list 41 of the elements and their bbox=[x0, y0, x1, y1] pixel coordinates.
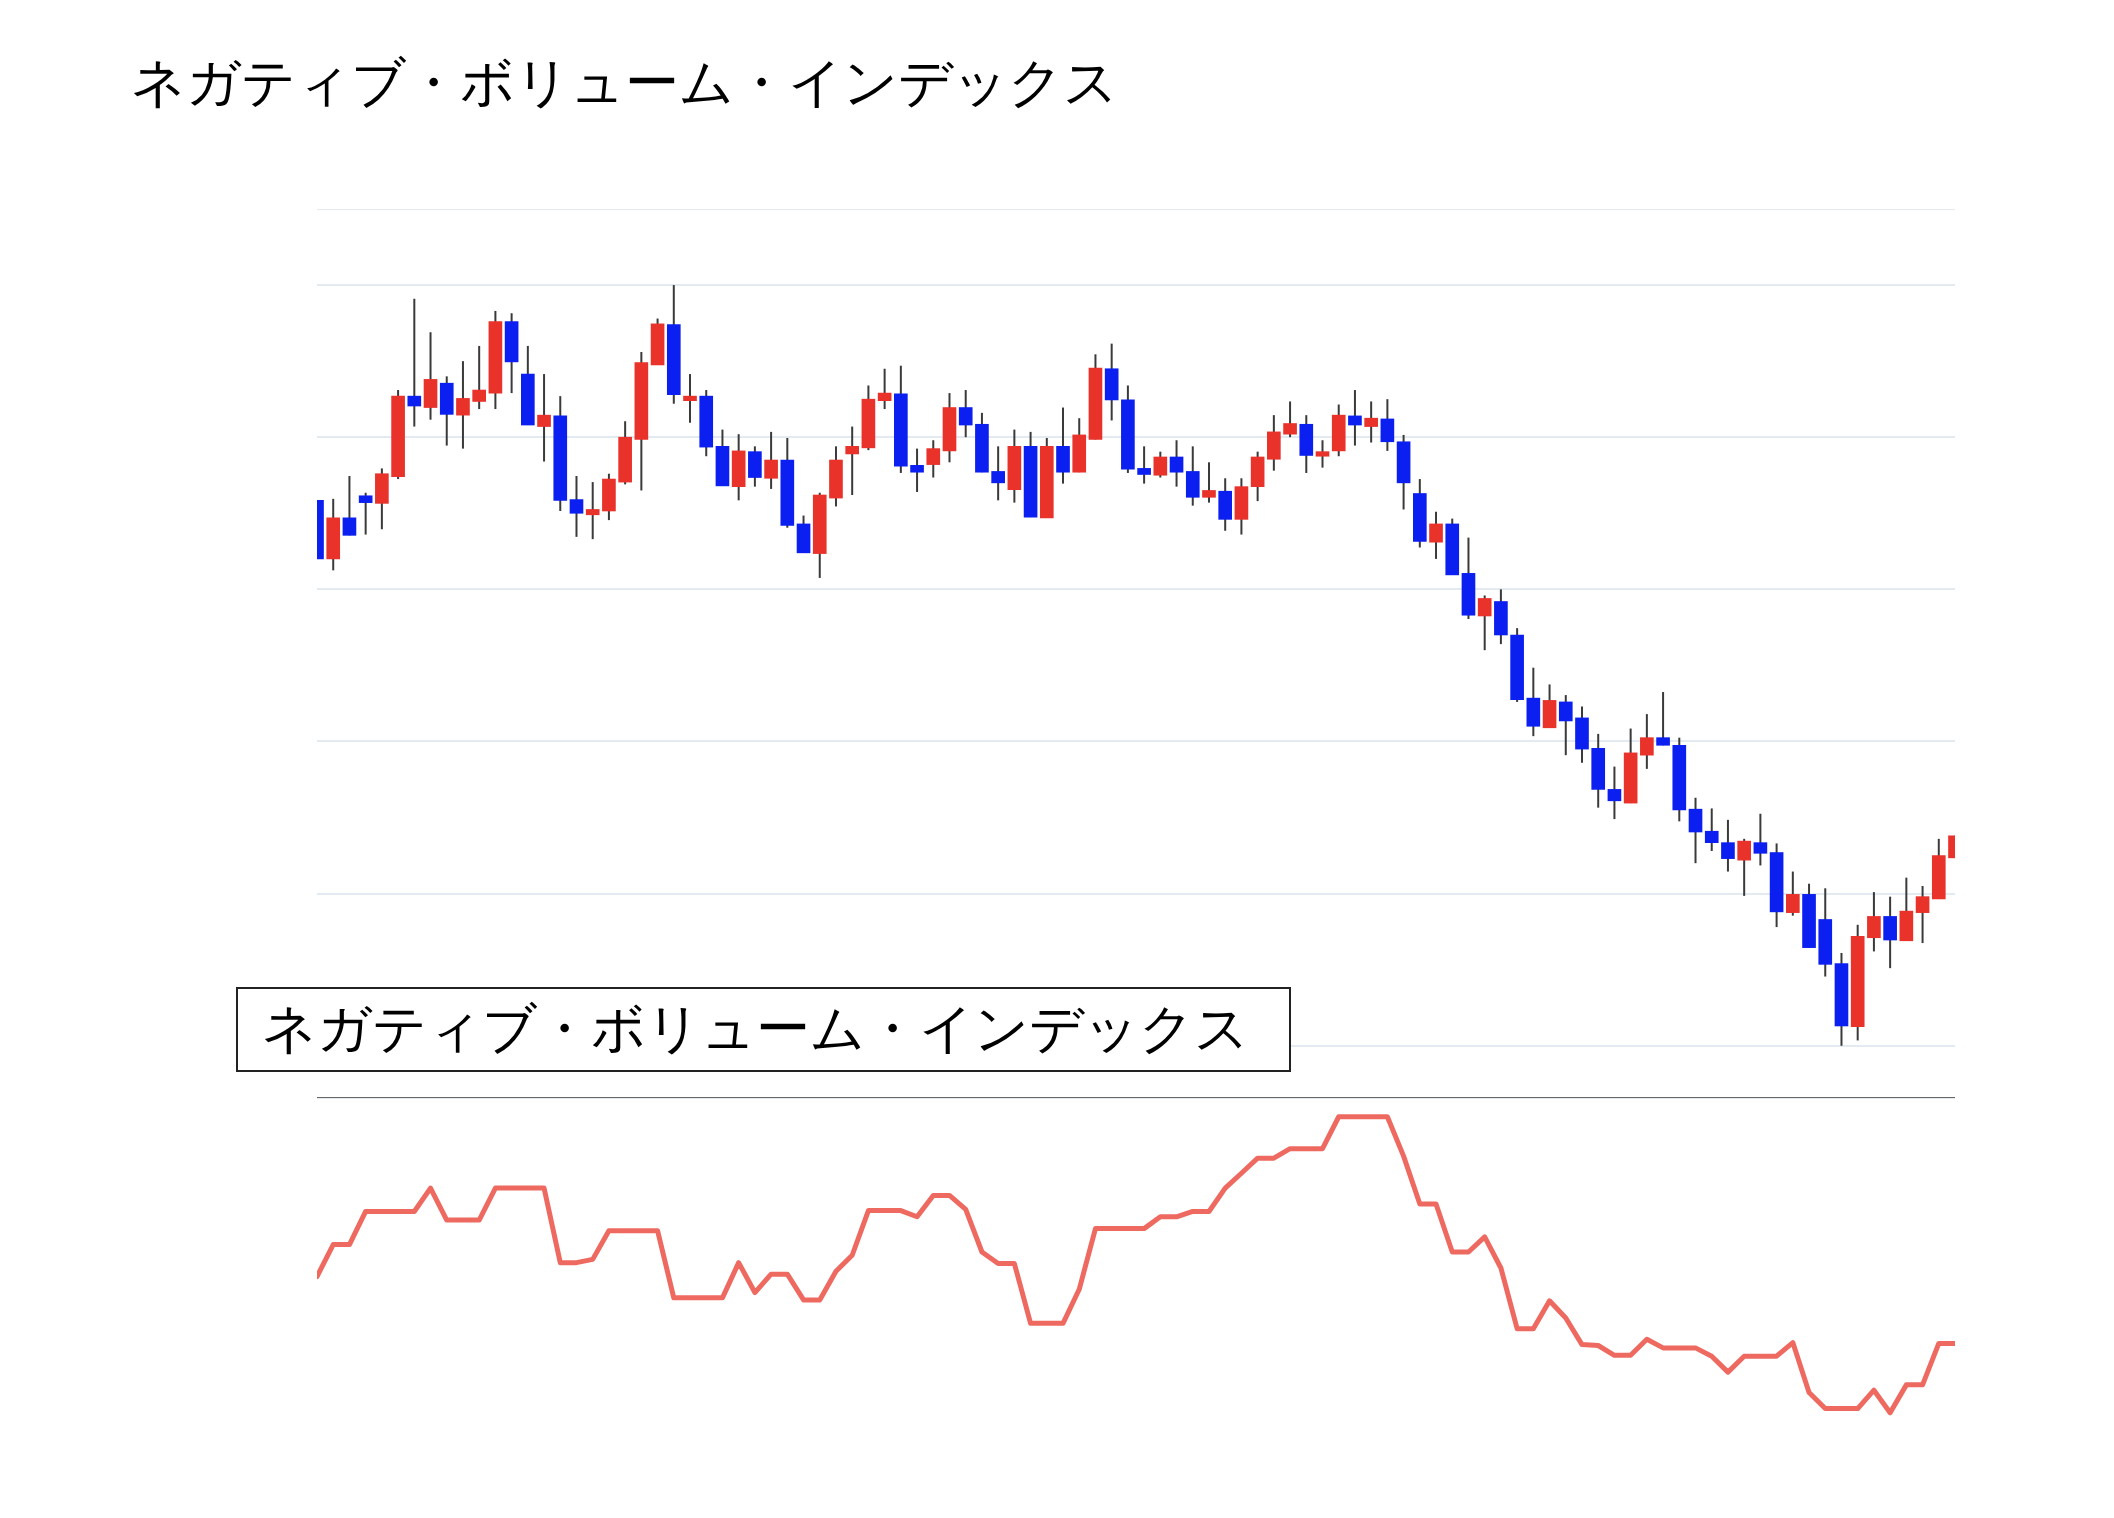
candlestick bbox=[1137, 445, 1151, 485]
chart-title: ネガティブ・ボリューム・インデックス bbox=[236, 987, 1291, 1072]
candlestick bbox=[1429, 510, 1443, 560]
candlestick bbox=[1915, 885, 1930, 945]
candlestick bbox=[585, 481, 600, 541]
candlestick bbox=[1656, 691, 1670, 747]
candlestick bbox=[1867, 891, 1881, 953]
candlestick bbox=[910, 447, 924, 493]
candlestick bbox=[1315, 439, 1330, 469]
candlestick bbox=[1153, 450, 1168, 479]
candlestick bbox=[456, 360, 470, 450]
candlestick bbox=[683, 373, 697, 424]
candlestick bbox=[926, 439, 941, 479]
candlestick bbox=[1283, 400, 1297, 439]
candlestick bbox=[1753, 812, 1768, 867]
candlestick bbox=[569, 475, 584, 538]
candlestick bbox=[1785, 870, 1800, 917]
candlestick bbox=[764, 430, 778, 490]
candlestick bbox=[1364, 400, 1378, 444]
candlestick bbox=[1202, 461, 1216, 504]
candlestick bbox=[958, 389, 973, 439]
candlestick bbox=[1688, 796, 1703, 865]
candlestick bbox=[358, 491, 373, 536]
candlestick bbox=[342, 475, 357, 537]
candlestick bbox=[537, 373, 551, 463]
candlestick bbox=[1380, 398, 1395, 452]
candlestick bbox=[407, 297, 422, 428]
candlestick bbox=[1607, 765, 1622, 821]
candlestick bbox=[1704, 807, 1719, 853]
candlestick bbox=[991, 445, 1005, 502]
candlestick bbox=[472, 344, 487, 411]
candlestick bbox=[1640, 713, 1654, 770]
candlestick bbox=[1558, 694, 1573, 757]
candlestick bbox=[1477, 594, 1492, 652]
candlestick bbox=[1721, 818, 1735, 873]
candlestick bbox=[1348, 389, 1362, 447]
chart-title: ネガティブ・ボリューム・インデックス bbox=[131, 51, 1118, 116]
candlestick bbox=[877, 367, 892, 411]
candlestick bbox=[1737, 837, 1751, 897]
candlestick bbox=[1169, 439, 1184, 488]
candlestick bbox=[845, 425, 860, 497]
